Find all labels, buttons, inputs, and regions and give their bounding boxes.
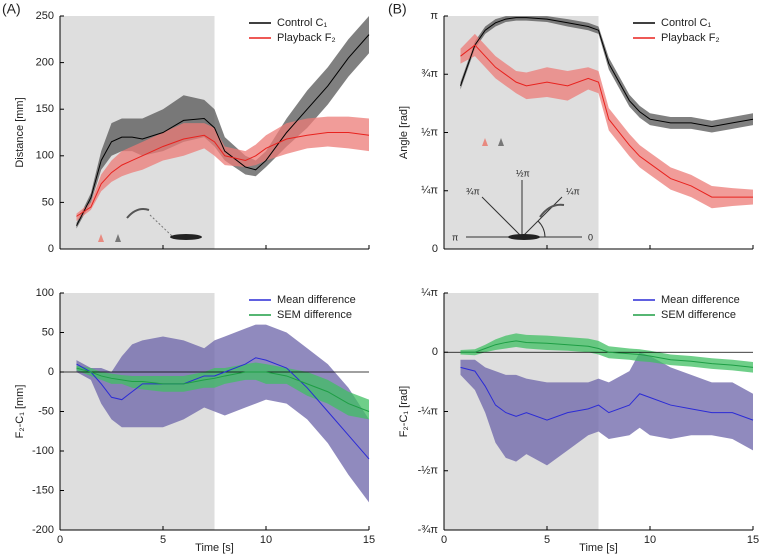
mean-line [76, 132, 370, 217]
mean-line [460, 44, 753, 198]
x-tick-label: 10 [644, 534, 656, 546]
fish-icon [170, 234, 202, 240]
mean-line [76, 357, 370, 460]
x-tick-label: 0 [57, 534, 63, 546]
y-tick-label: -150 [32, 484, 54, 496]
y-tick-label: ¼π [421, 185, 438, 197]
y-tick-label: -¼π [418, 405, 439, 417]
x-tick-label: 0 [441, 534, 447, 546]
inset-label: ¼π [566, 186, 580, 196]
legend-label: Playback F₂ [661, 32, 720, 44]
inset-axis [521, 196, 563, 238]
panel-label: (B) [388, 1, 407, 17]
y-tick-label: 150 [36, 103, 54, 115]
legend-label: SEM difference [661, 309, 736, 321]
panel: -¾π -½π -¼π 0 ¼π 0 5 10 15 Time [s] F₂-C₁ [rad] Mea… [398, 287, 759, 554]
y-tick-label: ¼π [421, 287, 438, 299]
y-tick-label: 50 [42, 326, 54, 338]
y-tick-label: 0 [48, 366, 54, 378]
arrow-icon [98, 234, 104, 242]
y-axis-label: F₂-C₁ [rad] [398, 386, 410, 437]
y-tick-label: 200 [36, 57, 54, 69]
x-axis-label: Time [s] [579, 542, 618, 554]
panel: 0 50 100 150 200 250 Distance [mm] Control C₁ Pl… [14, 10, 370, 255]
sem-band [76, 116, 369, 222]
inset-label: ½π [516, 168, 530, 178]
inset-label: 0 [588, 232, 593, 242]
panel-label: (A) [2, 1, 21, 17]
y-tick-label: 100 [36, 287, 54, 299]
y-tick-label: 0 [48, 243, 54, 255]
legend-label: Playback F₂ [277, 32, 336, 44]
y-tick-label: 100 [36, 150, 54, 162]
legend-label: SEM difference [277, 309, 352, 321]
sem-band [76, 324, 369, 503]
x-tick-label: 5 [160, 534, 166, 546]
mean-line [76, 367, 370, 412]
y-tick-label: -50 [38, 405, 54, 417]
y-tick-label: ½π [421, 126, 438, 138]
x-tick-label: 15 [363, 534, 375, 546]
y-tick-label: -100 [32, 445, 54, 457]
y-axis-label: F₂-C₁ [mm] [14, 385, 26, 439]
mean-line [460, 17, 754, 128]
x-axis-label: Time [s] [195, 542, 234, 554]
mean-line [460, 366, 754, 421]
panel: 0 ¼π ½π ¾π π Angle [rad] Control C₁ Playback F₂ [398, 10, 754, 255]
sem-band [460, 33, 753, 209]
sem-band [460, 16, 753, 133]
x-tick-label: 10 [260, 534, 272, 546]
arrow-icon [482, 138, 488, 146]
inset-axis [481, 196, 523, 238]
sem-band [460, 352, 753, 466]
y-tick-label: 0 [432, 243, 438, 255]
x-tick-label: 15 [747, 534, 759, 546]
y-tick-label: π [430, 10, 438, 22]
inset-label: ¾π [466, 186, 480, 196]
legend-label: Control C₁ [661, 17, 711, 29]
inset-arc [537, 220, 546, 238]
legend-label: Mean difference [277, 294, 356, 306]
legend-label: Control C₁ [277, 17, 327, 29]
arrow-icon [115, 234, 121, 242]
y-axis-label: Distance [mm] [14, 97, 26, 167]
y-tick-label: 250 [36, 10, 54, 22]
y-tick-label: -¾π [418, 524, 439, 536]
inset: π ¾π ½π ¼π 0 [98, 138, 593, 242]
y-axis-label: Angle [rad] [398, 106, 410, 159]
y-tick-label: -200 [32, 524, 54, 536]
y-tick-label: 0 [432, 346, 438, 358]
arrow-icon [498, 138, 504, 146]
mean-line [460, 340, 754, 368]
legend-label: Mean difference [661, 294, 740, 306]
fish-path [126, 208, 150, 219]
dotted-line [149, 214, 173, 237]
panel: -200 -150 -100 -50 0 50 100 0 5 10 15 Time [s] F₂-C₁… [14, 287, 375, 554]
fish-icon [508, 234, 540, 240]
fish-path [539, 203, 565, 218]
y-tick-label: ¾π [421, 68, 438, 80]
x-tick-label: 5 [544, 534, 550, 546]
y-tick-label: 50 [42, 196, 54, 208]
mean-line [76, 34, 370, 226]
y-tick-label: -½π [418, 465, 439, 477]
inset-label: π [452, 232, 458, 242]
